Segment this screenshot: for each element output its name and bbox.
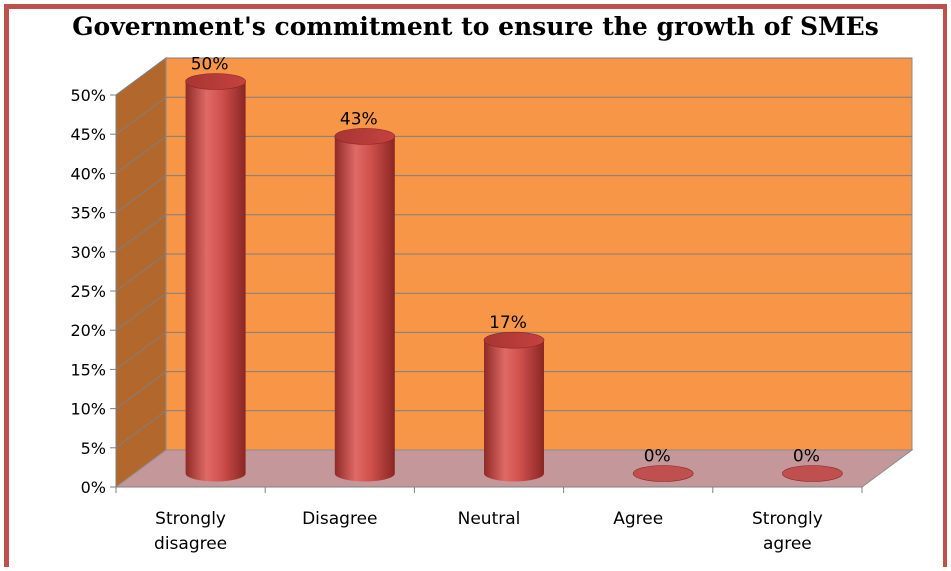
gridline	[115, 253, 912, 292]
bar-top	[483, 331, 545, 349]
gridline	[115, 175, 912, 214]
gridline	[115, 214, 912, 253]
y-tick-label: 50%	[70, 86, 106, 105]
y-tick-label: 5%	[81, 439, 106, 458]
gridline	[115, 57, 912, 96]
y-tick-label: 30%	[70, 243, 106, 262]
category-label: agree	[763, 534, 812, 554]
category-label: Strongly	[155, 509, 226, 529]
y-tick-label: 15%	[70, 360, 106, 379]
category-label: Strongly	[752, 509, 823, 529]
data-label: 50%	[191, 55, 229, 75]
y-tick-label: 35%	[70, 204, 106, 223]
category-label: Disagree	[302, 509, 377, 529]
chart-title: Government's commitment to ensure the gr…	[72, 12, 879, 41]
bar-body	[484, 340, 544, 482]
category-label: Agree	[613, 509, 663, 529]
bar-body	[185, 81, 246, 482]
y-tick-label: 10%	[70, 400, 106, 419]
y-tick-label: 20%	[70, 321, 106, 340]
y-tick-label: 25%	[70, 282, 106, 301]
gridline	[115, 410, 912, 449]
y-tick-label: 45%	[70, 125, 106, 144]
bar	[632, 465, 694, 482]
gridline	[115, 292, 912, 331]
bar	[334, 128, 396, 482]
data-label: 17%	[489, 313, 527, 333]
y-tick-label: 40%	[70, 164, 106, 183]
bar-top	[632, 465, 694, 482]
bar-top	[782, 465, 843, 482]
y-tick-label: 0%	[81, 478, 106, 497]
category-label: Neutral	[458, 509, 521, 529]
bar-body	[334, 136, 395, 482]
bar-top	[334, 128, 396, 145]
bar	[185, 73, 246, 482]
bar-top	[185, 73, 246, 90]
gridline	[115, 331, 912, 370]
gridline	[115, 371, 912, 410]
bar	[782, 465, 843, 482]
gridline	[115, 135, 912, 174]
data-label: 0%	[644, 447, 671, 467]
data-label: 43%	[340, 109, 378, 129]
category-label: disagree	[154, 534, 227, 554]
gridline	[115, 96, 912, 135]
bar	[483, 331, 545, 482]
data-label: 0%	[793, 447, 820, 467]
